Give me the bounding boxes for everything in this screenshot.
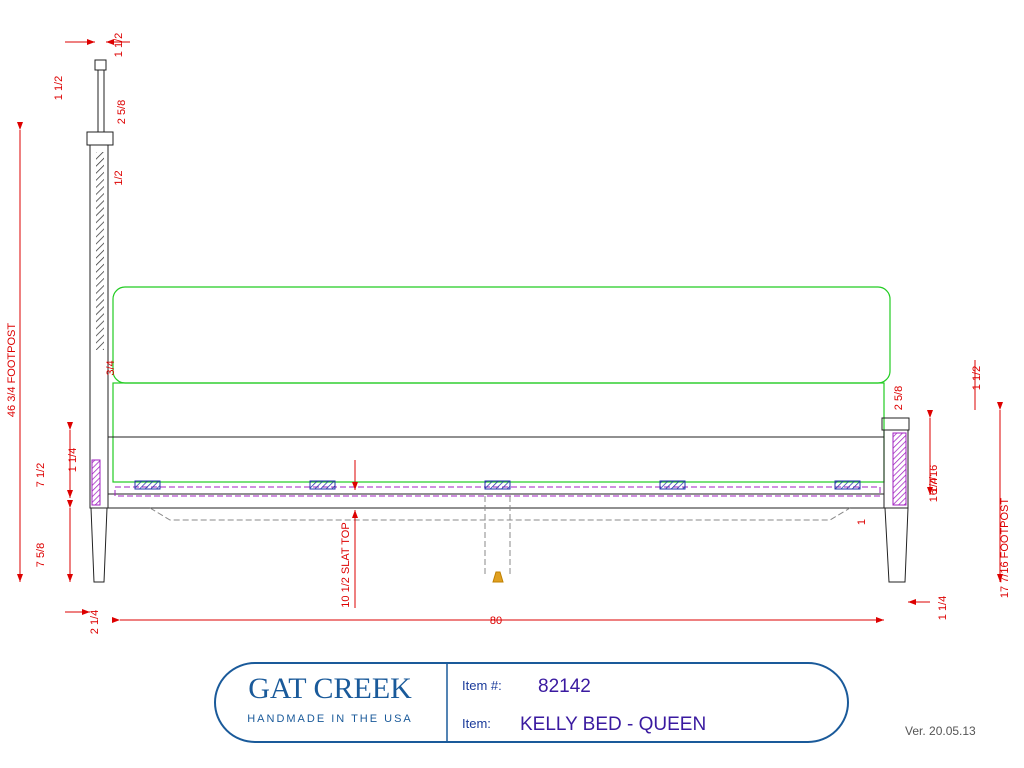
dimension-label: 1 1/2 [113, 33, 125, 57]
dimension-label: 3/4 [105, 360, 117, 375]
dimension-label: 2 1/4 [89, 610, 101, 634]
tagline: HANDMADE IN THE USA [247, 713, 413, 725]
item-label: Item: [462, 716, 491, 731]
title-block: GAT CREEK HANDMADE IN THE USA Item #: 82… [214, 662, 976, 743]
dimension-label: 7 1/2 [35, 463, 47, 487]
dimension-label: 1 1/2 [971, 366, 983, 390]
dimension-label: 2 5/8 [116, 100, 128, 124]
dimension-label: 6 7/16 [928, 465, 940, 496]
dimension-label: 7 5/8 [35, 543, 47, 567]
dimension-label: 1 1/2 [53, 76, 65, 100]
bed-drawing [86, 59, 910, 583]
dimension-label: 80 [490, 615, 502, 627]
dimension-labels: 1 1/2 1 1/2 2 5/8 1/2 3/4 46 3/4 FOOTPOST 7 1/… [6, 33, 1011, 634]
dimension-label: 46 3/4 FOOTPOST [6, 323, 18, 417]
dimension-label: 1 1/4 [67, 448, 79, 472]
version: Ver. 20.05.13 [905, 724, 976, 738]
item-number-label: Item #: [462, 678, 502, 693]
dimension-label: 1 1/4 [937, 596, 949, 620]
dimension-label: 1/2 [113, 170, 125, 185]
brand: GAT CREEK [248, 672, 412, 705]
item-name: KELLY BED - QUEEN [520, 714, 706, 735]
dimension-lines [17, 39, 1003, 623]
dimension-label: 1 [856, 519, 868, 525]
dimension-label: 17 7/16 FOOTPOST [999, 498, 1011, 599]
dimension-label: 1 1/4 [928, 478, 940, 502]
dimension-label: 10 1/2 SLAT TOP [340, 522, 352, 607]
item-number: 82142 [538, 676, 591, 697]
dimension-label: 2 5/8 [893, 386, 905, 410]
